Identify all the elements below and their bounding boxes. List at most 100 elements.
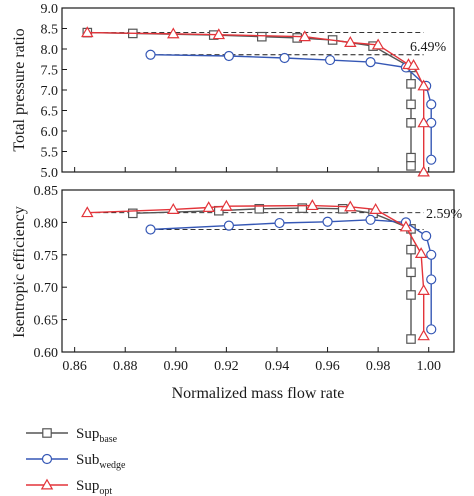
bottom-square-marker bbox=[214, 205, 224, 216]
top-y-tick-label: 5.0 bbox=[41, 166, 59, 181]
bottom-triangle-marker bbox=[399, 220, 413, 232]
bottom-series-line-triangle bbox=[87, 204, 425, 336]
bottom-triangle-marker bbox=[417, 329, 430, 341]
top-annotation: 6.49% bbox=[410, 40, 447, 55]
x-tick-label: 0.90 bbox=[164, 359, 189, 374]
top-triangle-marker bbox=[417, 165, 430, 177]
bottom-triangle-marker bbox=[202, 201, 215, 212]
top-y-axis-label: Total pressure ratio bbox=[11, 28, 28, 151]
bottom-triangle-marker bbox=[306, 199, 319, 211]
legend-entry: Supbase bbox=[26, 426, 118, 445]
top-square-marker bbox=[406, 117, 416, 128]
top-y-tick-label: 8.0 bbox=[41, 43, 59, 58]
legend-entry: Subwedge bbox=[26, 452, 126, 471]
top-series-line-triangle bbox=[87, 31, 425, 172]
bottom-y-tick-label: 0.85 bbox=[34, 184, 59, 199]
top-circle-marker bbox=[365, 57, 376, 68]
x-tick-label: 0.92 bbox=[214, 359, 239, 374]
bottom-y-tick-label: 0.65 bbox=[34, 314, 59, 329]
bottom-triangle-marker bbox=[344, 200, 357, 212]
x-tick-label: 0.98 bbox=[366, 359, 391, 374]
legend-label: Subwedge bbox=[76, 452, 126, 471]
top-y-tick-label: 7.0 bbox=[41, 84, 59, 99]
top-triangle-marker bbox=[81, 26, 94, 38]
efficiency-panel: 0.85 0.80 0.75 0.70 0.65 0.60 0.86 0.88 0.90 0.9… bbox=[11, 184, 463, 402]
top-y-ticks: 9.0 8.5 8.0 7.5 7.0 6.5 6.0 5.5 5.0 bbox=[41, 2, 430, 181]
top-circle-marker bbox=[145, 49, 156, 60]
bottom-annotation: 2.59% bbox=[426, 207, 463, 222]
bottom-square-marker bbox=[254, 203, 265, 214]
bottom-circle-marker bbox=[426, 249, 437, 260]
top-circle-marker bbox=[279, 52, 290, 64]
x-tick-label: 0.86 bbox=[62, 359, 87, 374]
bottom-triangle-marker bbox=[369, 203, 382, 214]
bottom-circle-marker bbox=[145, 224, 156, 235]
bottom-y-axis-label: Isentropic efficiency bbox=[11, 206, 28, 338]
bottom-square-marker bbox=[297, 203, 308, 213]
x-tick-label: 0.94 bbox=[265, 359, 290, 374]
top-circle-marker bbox=[426, 154, 437, 165]
top-square-marker bbox=[256, 31, 267, 42]
legend-square-marker bbox=[42, 428, 52, 438]
top-triangle-marker bbox=[417, 79, 430, 91]
bottom-triangle-marker bbox=[167, 203, 180, 214]
x-tick-label: 0.96 bbox=[315, 359, 340, 374]
bottom-series-group bbox=[81, 199, 437, 344]
legend-label: Supopt bbox=[76, 478, 112, 496]
top-y-tick-label: 6.5 bbox=[41, 105, 59, 120]
top-triangle-marker bbox=[167, 27, 180, 39]
top-circle-marker bbox=[426, 99, 437, 110]
top-y-tick-label: 8.5 bbox=[41, 23, 59, 38]
bottom-square-marker bbox=[406, 267, 416, 278]
legend-circle-marker bbox=[41, 453, 53, 465]
top-circle-marker bbox=[223, 50, 235, 62]
bottom-triangle-marker bbox=[414, 247, 428, 259]
top-y-tick-label: 7.5 bbox=[41, 64, 59, 79]
top-series-line-square bbox=[87, 31, 412, 166]
top-triangle-marker bbox=[417, 116, 430, 128]
bottom-triangle-marker bbox=[417, 284, 430, 295]
bottom-y-ticks: 0.85 0.80 0.75 0.70 0.65 0.60 bbox=[34, 184, 67, 361]
bottom-circle-marker bbox=[365, 214, 376, 225]
bottom-triangle-marker bbox=[81, 206, 94, 218]
top-series-line-circle bbox=[150, 54, 432, 160]
bottom-y-tick-label: 0.75 bbox=[34, 249, 59, 264]
bottom-circle-marker bbox=[426, 274, 437, 285]
bottom-square-marker bbox=[406, 244, 416, 255]
top-square-marker bbox=[406, 161, 416, 171]
bottom-circle-marker bbox=[223, 220, 235, 231]
legend: Supbase Subwedge Supopt bbox=[26, 426, 126, 496]
pressure-ratio-panel: 9.0 8.5 8.0 7.5 7.0 6.5 6.0 5.5 5.0 6.49% Total … bbox=[11, 2, 455, 181]
bottom-square-marker bbox=[128, 208, 138, 219]
bottom-y-tick-label: 0.60 bbox=[34, 346, 59, 361]
bottom-triangle-marker bbox=[220, 199, 233, 211]
bottom-circle-marker bbox=[322, 216, 333, 227]
top-series-group bbox=[81, 26, 437, 177]
bottom-circle-marker bbox=[426, 324, 437, 335]
x-tick-label: 1.00 bbox=[416, 359, 441, 374]
top-square-marker bbox=[406, 79, 416, 89]
top-triangle-marker bbox=[407, 58, 420, 70]
bottom-square-marker bbox=[406, 334, 416, 344]
top-triangle-marker bbox=[344, 36, 357, 47]
bottom-series-line-circle bbox=[150, 219, 432, 330]
x-axis-label: Normalized mass flow rate bbox=[172, 385, 345, 402]
x-tick-label: 0.88 bbox=[113, 359, 138, 374]
top-y-tick-label: 5.5 bbox=[41, 146, 59, 161]
top-triangle-marker bbox=[212, 28, 226, 40]
bottom-x-ticks: 0.86 0.88 0.90 0.92 0.94 0.96 0.98 1.00 bbox=[62, 347, 441, 374]
top-square-marker bbox=[406, 99, 416, 110]
top-y-tick-label: 6.0 bbox=[41, 125, 59, 140]
bottom-circle-marker bbox=[421, 230, 432, 242]
top-y-tick-label: 9.0 bbox=[41, 2, 59, 17]
legend-triangle-marker bbox=[40, 478, 54, 490]
top-triangle-marker bbox=[371, 38, 385, 50]
legend-entry: Supopt bbox=[26, 478, 112, 496]
bottom-y-tick-label: 0.80 bbox=[34, 216, 59, 231]
top-triangle-marker bbox=[298, 30, 312, 42]
legend-label: Supbase bbox=[76, 426, 118, 445]
top-circle-marker bbox=[324, 54, 336, 66]
bottom-circle-marker bbox=[274, 217, 285, 229]
bottom-plot-frame bbox=[61, 189, 455, 353]
